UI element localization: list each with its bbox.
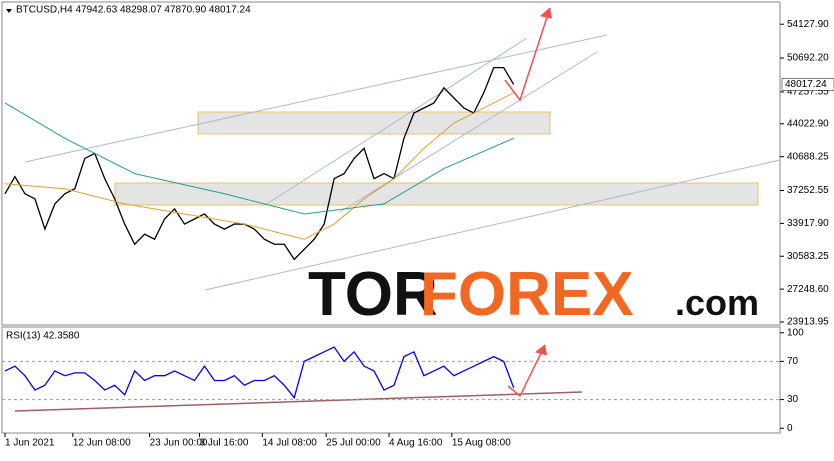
arrow-head	[539, 7, 553, 19]
rsi-trend-line	[14, 391, 583, 412]
series-line	[4, 66, 515, 261]
y-tick-label: 47257.55	[787, 87, 829, 98]
last-price-label: 48017.24	[785, 79, 827, 90]
y-tick-label: 23913.95	[787, 317, 829, 328]
watermark-text: TOR	[308, 260, 438, 329]
x-tick-label: 15 Aug 08:00	[452, 438, 511, 449]
chart-title: BTCUSD,H4 47942.63 48298.07 47870.90 480…	[16, 5, 251, 16]
rsi-panel	[1, 326, 781, 434]
last-price-box	[781, 78, 834, 91]
y-tick-label: 27248.60	[787, 284, 829, 295]
y-tick-label: 40688.25	[787, 151, 829, 162]
trend-line	[264, 37, 528, 206]
y-tick-label: 30583.25	[787, 251, 829, 262]
x-tick-label: 1 Jun 2021	[5, 438, 55, 449]
trend-line	[204, 159, 781, 291]
y-tick-label: 100	[787, 327, 804, 338]
forecast-arrow	[507, 344, 546, 398]
watermark-text: FOREX	[420, 260, 634, 329]
series-line	[4, 346, 515, 400]
series-line	[4, 102, 514, 215]
support-zone	[114, 182, 759, 206]
y-tick-label: 0	[787, 423, 793, 434]
x-tick-label: 23 Jun 00:00	[150, 438, 208, 449]
x-tick-label: 25 Jul 00:00	[326, 438, 381, 449]
resistance-zone	[197, 111, 551, 135]
trend-lines	[24, 34, 781, 291]
y-tick-label: 44022.90	[787, 118, 829, 129]
trend-line	[339, 51, 598, 213]
watermark-text: .com	[675, 282, 759, 323]
arrow-head	[534, 344, 548, 356]
y-tick-label: 33917.90	[787, 218, 829, 229]
forecast-arrow	[504, 7, 551, 102]
rsi-title: RSI(13) 42.3580	[6, 331, 80, 342]
x-tick-label: 12 Jun 08:00	[73, 438, 131, 449]
x-tick-label: 4 Aug 16:00	[389, 438, 443, 449]
trend-line	[24, 34, 608, 163]
series-line	[4, 92, 514, 240]
price-panel	[1, 1, 781, 326]
y-tick-label: 30	[787, 394, 799, 405]
y-tick-label: 54127.90	[787, 19, 829, 30]
menu-triangle	[6, 9, 12, 13]
y-tick-label: 37252.55	[787, 185, 829, 196]
y-tick-label: 70	[787, 356, 799, 367]
y-tick-label: 50692.20	[787, 53, 829, 64]
x-tick-label: 3 Jul 16:00	[199, 438, 248, 449]
x-tick-label: 14 Jul 08:00	[262, 438, 317, 449]
